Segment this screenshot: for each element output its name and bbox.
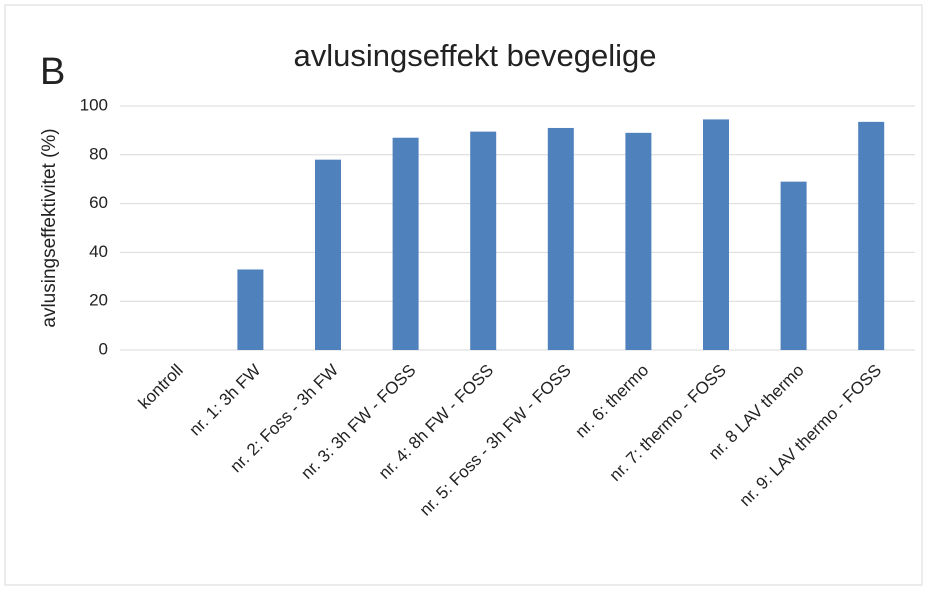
y-tick-label: 20 bbox=[89, 291, 108, 310]
panel-label: B bbox=[40, 51, 65, 93]
bar bbox=[703, 119, 729, 350]
y-tick-label: 100 bbox=[80, 95, 108, 114]
bar bbox=[547, 127, 574, 351]
y-axis-label: avlusingseffektivitet (%) bbox=[39, 128, 60, 327]
chart-frame bbox=[4, 4, 923, 586]
bar bbox=[315, 159, 341, 350]
bar bbox=[392, 137, 419, 350]
bar bbox=[470, 131, 497, 350]
y-tick-label: 40 bbox=[89, 242, 108, 261]
y-tick-label: 60 bbox=[89, 193, 108, 212]
y-tick-label: 0 bbox=[99, 339, 108, 358]
y-tick-label: 80 bbox=[89, 144, 108, 163]
bar bbox=[858, 121, 885, 350]
bar bbox=[237, 269, 264, 350]
chart-title: avlusingseffekt bevegelige bbox=[293, 38, 656, 73]
bar bbox=[625, 132, 652, 350]
bar bbox=[780, 181, 807, 350]
